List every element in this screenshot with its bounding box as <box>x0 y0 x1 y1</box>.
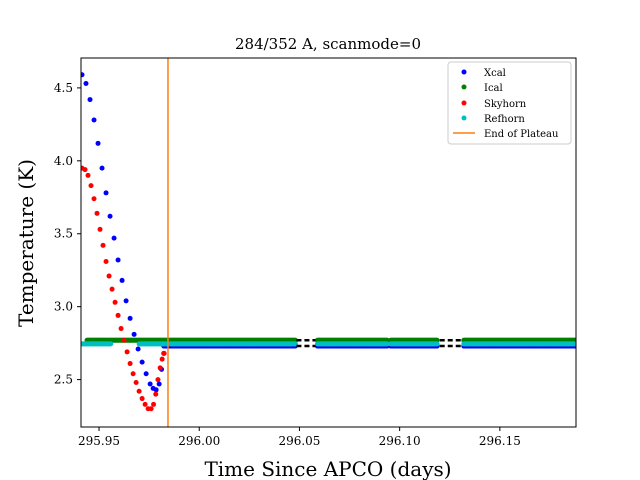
data-point-skyhorn <box>148 406 154 412</box>
plot-frame <box>80 57 577 428</box>
data-point-skyhorn <box>121 337 127 343</box>
data-point-skyhorn <box>157 365 163 371</box>
legend-marker-ical <box>461 84 467 90</box>
data-point-xcal <box>91 117 97 123</box>
data-point-skyhorn <box>139 396 145 402</box>
data-point-xcal <box>95 140 101 146</box>
data-point-skyhorn <box>159 356 165 362</box>
data-point-skyhorn <box>109 286 115 292</box>
x-tick-label: 296.10 <box>379 434 421 448</box>
legend-marker-refhorn <box>461 115 467 121</box>
data-point-xcal <box>83 81 89 87</box>
data-point-skyhorn <box>130 371 136 377</box>
series-layer <box>81 58 576 427</box>
data-point-xcal <box>111 235 117 241</box>
y-axis-label: Temperature (K) <box>14 159 38 327</box>
data-point-refhorn <box>573 341 576 347</box>
data-point-skyhorn <box>161 350 167 356</box>
legend-marker-xcal <box>461 69 467 75</box>
legend-label-refhorn: Refhorn <box>484 114 525 125</box>
data-point-refhorn <box>434 341 440 347</box>
data-point-skyhorn <box>151 401 157 407</box>
data-point-xcal <box>147 381 153 387</box>
data-point-skyhorn <box>82 167 88 173</box>
data-point-xcal <box>131 331 137 337</box>
data-point-xcal <box>153 387 159 393</box>
data-point-skyhorn <box>100 242 106 248</box>
data-point-xcal <box>107 213 113 219</box>
data-point-xcal <box>81 72 85 78</box>
legend-box <box>447 61 572 145</box>
x-axis: 295.95 296.00 296.05 296.10 296.15 <box>78 427 521 448</box>
legend: Xcal Ical Skyhorn Refhorn End of Plateau <box>447 61 572 145</box>
y-tick-label: 4.5 <box>54 81 73 95</box>
data-point-xcal <box>156 381 162 387</box>
data-point-xcal <box>127 315 133 321</box>
y-tick-label: 3.0 <box>54 300 73 314</box>
data-point-xcal <box>87 97 93 103</box>
y-tick-label: 2.5 <box>54 373 73 387</box>
data-point-xcal <box>139 359 145 365</box>
data-point-xcal <box>123 298 129 304</box>
data-point-skyhorn <box>106 273 112 279</box>
data-point-refhorn <box>108 341 114 347</box>
x-tick-label: 296.05 <box>278 434 320 448</box>
data-point-skyhorn <box>112 299 118 305</box>
x-tick-label: 295.95 <box>78 434 120 448</box>
legend-label-end-of-plateau: End of Plateau <box>484 129 559 140</box>
data-point-skyhorn <box>142 401 148 407</box>
chart-title: 284/352 A, scanmode=0 <box>235 35 421 53</box>
data-point-skyhorn <box>118 326 124 332</box>
data-point-skyhorn <box>85 172 91 178</box>
data-point-xcal <box>135 346 141 352</box>
y-tick-label: 3.5 <box>54 227 73 241</box>
x-axis-label: Time Since APCO (days) <box>204 457 451 480</box>
data-point-skyhorn <box>115 312 121 318</box>
data-point-xcal <box>103 190 109 196</box>
plot-area <box>81 58 576 427</box>
gap-markers <box>296 338 462 348</box>
data-point-skyhorn <box>91 196 97 202</box>
data-point-skyhorn <box>97 226 103 232</box>
series-skyhorn <box>81 165 167 412</box>
legend-marker-skyhorn <box>461 100 467 106</box>
y-axis: 2.5 3.0 3.5 4.0 4.5 <box>54 81 81 387</box>
data-point-xcal <box>115 257 121 263</box>
data-point-skyhorn <box>127 361 133 367</box>
x-tick-label: 296.00 <box>178 434 220 448</box>
legend-label-xcal: Xcal <box>484 68 506 79</box>
legend-label-skyhorn: Skyhorn <box>484 99 527 110</box>
data-point-skyhorn <box>136 388 142 394</box>
data-point-xcal <box>99 165 105 171</box>
x-tick-label: 296.15 <box>479 434 521 448</box>
data-point-skyhorn <box>124 349 130 355</box>
data-point-skyhorn <box>153 391 159 397</box>
data-point-skyhorn <box>133 380 139 386</box>
data-point-skyhorn <box>88 183 94 189</box>
data-point-skyhorn <box>103 258 109 264</box>
legend-label-ical: Ical <box>484 83 503 94</box>
y-tick-label: 4.0 <box>54 154 73 168</box>
data-point-xcal <box>119 277 125 283</box>
data-point-skyhorn <box>94 210 100 216</box>
data-point-skyhorn <box>155 377 161 383</box>
data-point-xcal <box>143 371 149 377</box>
series-refhorn <box>81 341 576 347</box>
